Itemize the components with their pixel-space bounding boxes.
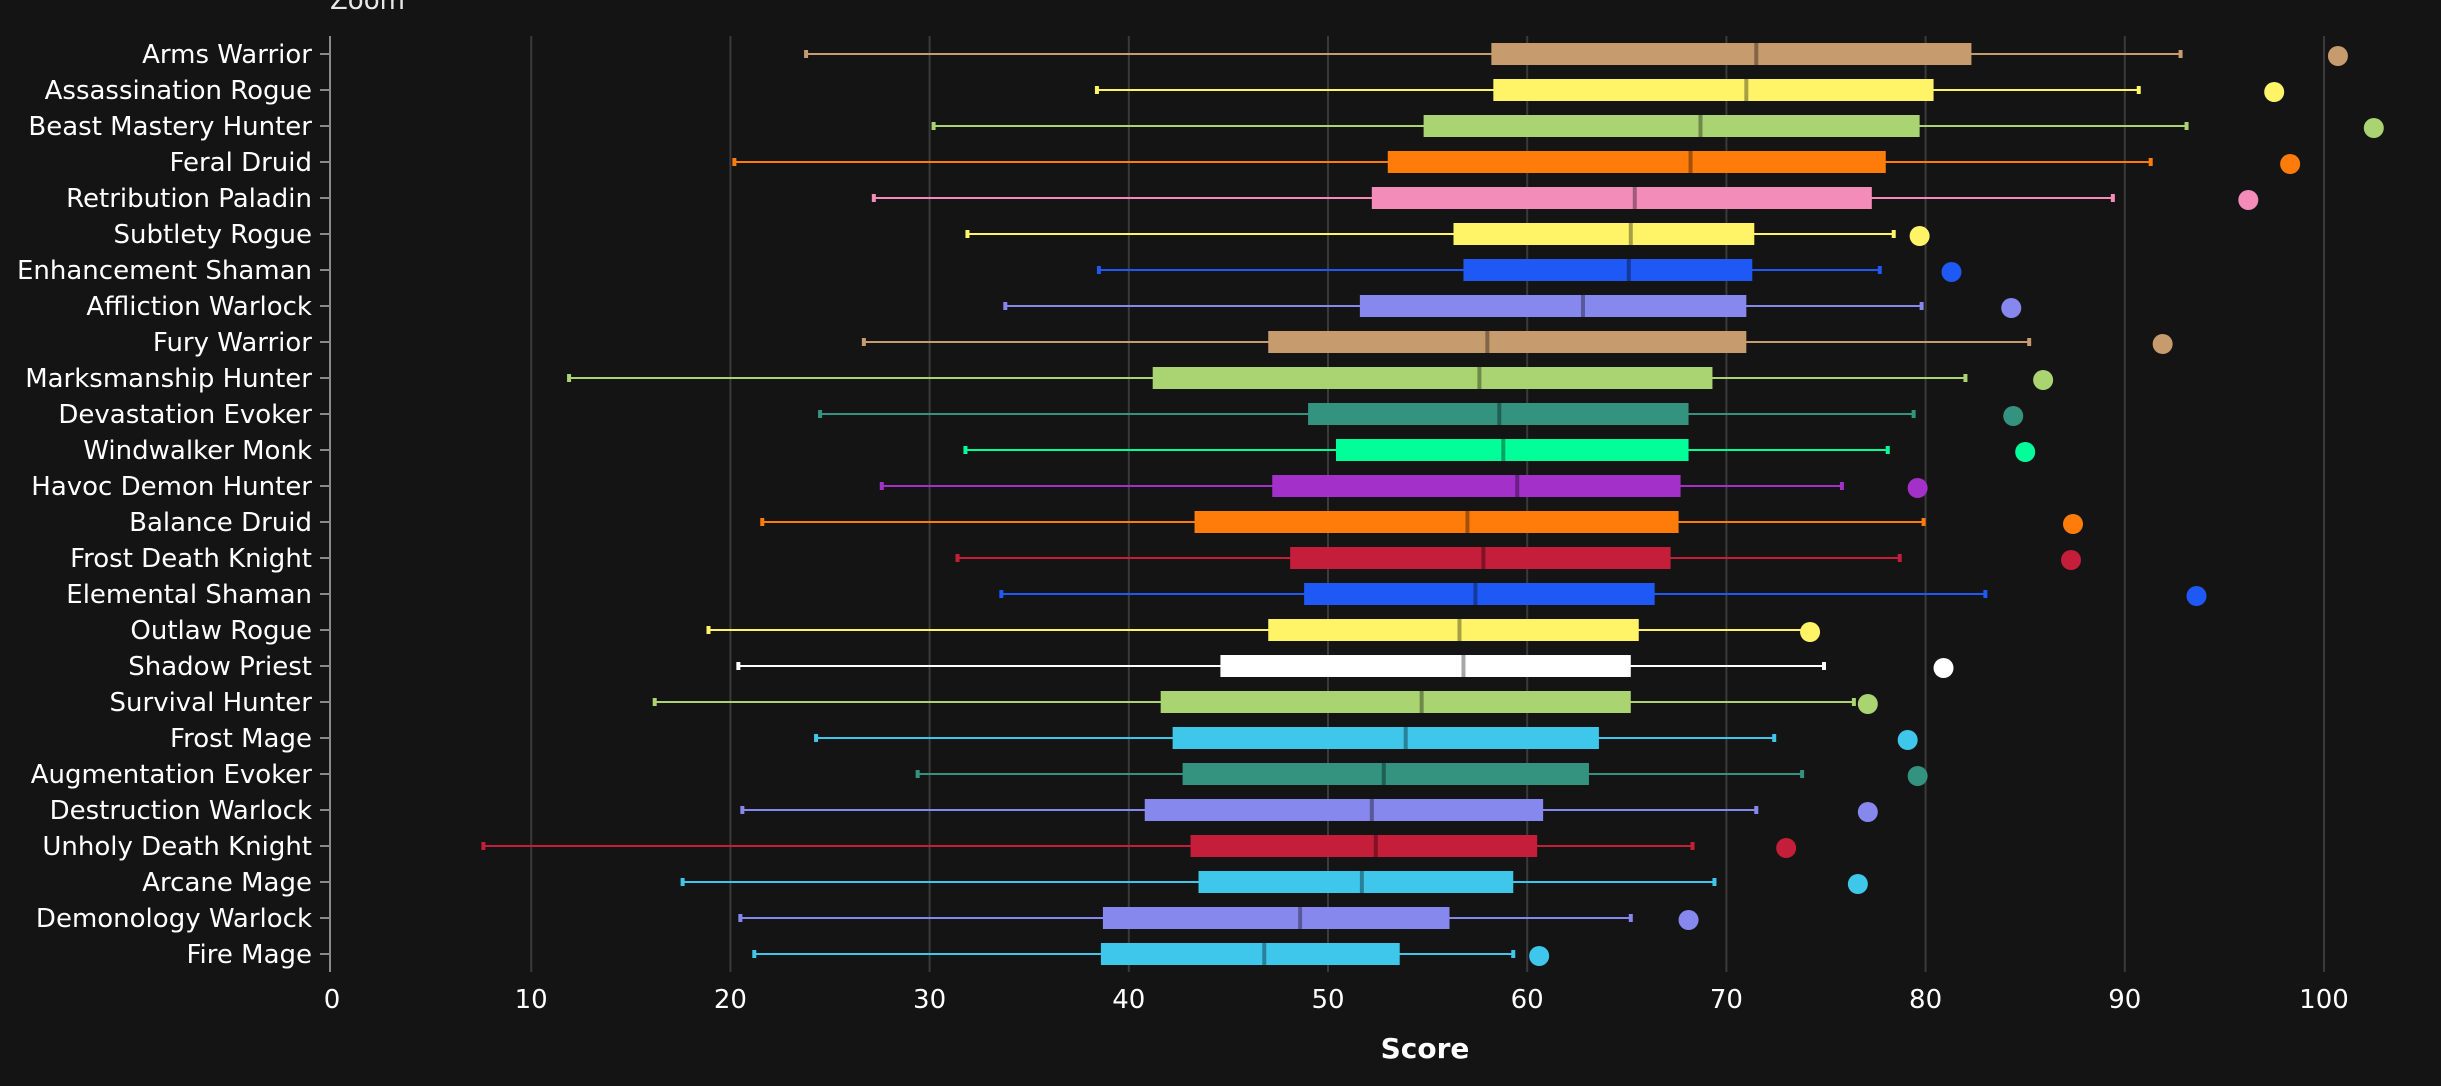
box xyxy=(1100,943,1400,965)
category-label: Destruction Warlock xyxy=(50,796,312,826)
x-tick-label: 90 xyxy=(2108,985,2141,1015)
category-label: Retribution Paladin xyxy=(66,184,312,214)
box xyxy=(1160,691,1631,713)
box xyxy=(1423,115,1920,137)
category-label: Frost Mage xyxy=(170,724,312,754)
outlier-point xyxy=(2280,154,2301,174)
category-label: Feral Druid xyxy=(169,148,312,178)
x-tick-label: 50 xyxy=(1311,985,1344,1015)
outlier-point xyxy=(2033,370,2054,390)
outlier-point xyxy=(1800,622,1821,642)
boxes xyxy=(481,43,2384,966)
outlier-point xyxy=(2327,46,2348,66)
category-label: Unholy Death Knight xyxy=(42,832,312,862)
outlier-point xyxy=(2015,442,2036,462)
outlier-point xyxy=(1909,226,1930,246)
box xyxy=(1152,367,1713,389)
x-tick-label: 30 xyxy=(913,985,946,1015)
x-tick-label: 60 xyxy=(1511,985,1544,1015)
category-label: Assassination Rogue xyxy=(45,76,312,106)
outlier-point xyxy=(1776,838,1797,858)
category-label: Outlaw Rogue xyxy=(130,616,312,646)
x-axis: 0 10 20 30 40 50 60 70 80 90 100 xyxy=(320,36,2349,1015)
x-tick-label: 80 xyxy=(1909,985,1942,1015)
zoom-label[interactable]: Zoom xyxy=(330,0,405,16)
outlier-point xyxy=(1941,262,1962,282)
box xyxy=(1335,439,1689,461)
box xyxy=(1387,151,1886,173)
category-label: Devastation Evoker xyxy=(58,400,312,430)
category-labels: Arms Warrior Assassination Rogue Beast Mas… xyxy=(17,40,312,970)
box xyxy=(1198,871,1514,893)
category-label: Balance Druid xyxy=(129,508,312,538)
category-label: Marksmanship Hunter xyxy=(25,364,312,394)
box xyxy=(1272,475,1681,497)
outlier-point xyxy=(2363,118,2384,138)
box xyxy=(1371,187,1872,209)
category-label: Arcane Mage xyxy=(142,868,312,898)
box xyxy=(1268,331,1747,353)
box xyxy=(1493,79,1934,101)
outlier-point xyxy=(2264,82,2285,102)
outlier-point xyxy=(1907,766,1928,786)
box xyxy=(1308,403,1689,425)
box xyxy=(1463,259,1753,281)
box xyxy=(1268,619,1639,641)
outlier-point xyxy=(1847,874,1868,894)
box xyxy=(1102,907,1450,929)
category-label: Windwalker Monk xyxy=(83,436,312,466)
outlier-point xyxy=(2152,334,2173,354)
grid-lines xyxy=(530,36,2325,972)
outlier-point xyxy=(2186,586,2207,606)
outlier-point xyxy=(2063,514,2084,534)
category-label: Demonology Warlock xyxy=(36,904,312,934)
outlier-point xyxy=(1897,730,1918,750)
x-tick-label: 0 xyxy=(324,985,341,1015)
box xyxy=(1190,835,1538,857)
outlier-point xyxy=(2001,298,2022,318)
box xyxy=(1144,799,1544,821)
outlier-point xyxy=(1857,694,1878,714)
outlier-point xyxy=(1933,658,1954,678)
category-label: Fire Mage xyxy=(186,940,312,970)
category-label: Beast Mastery Hunter xyxy=(28,112,312,142)
box xyxy=(1290,547,1671,569)
x-tick-label: 70 xyxy=(1710,985,1743,1015)
category-label: Subtlety Rogue xyxy=(113,220,312,250)
outlier-point xyxy=(2238,190,2259,210)
category-label: Fury Warrior xyxy=(153,328,312,358)
outlier-point xyxy=(2061,550,2082,570)
category-label: Affliction Warlock xyxy=(86,292,312,322)
x-tick-label: 10 xyxy=(515,985,548,1015)
box xyxy=(1194,511,1679,533)
outlier-point xyxy=(1678,910,1699,930)
box xyxy=(1220,655,1631,677)
outlier-point xyxy=(1907,478,1928,498)
box xyxy=(1359,295,1747,317)
category-label: Elemental Shaman xyxy=(66,580,312,610)
category-label: Frost Death Knight xyxy=(70,544,312,574)
box xyxy=(1453,223,1755,245)
category-label: Shadow Priest xyxy=(128,652,312,682)
category-label: Havoc Demon Hunter xyxy=(31,472,312,502)
outlier-point xyxy=(1857,802,1878,822)
category-label: Survival Hunter xyxy=(110,688,313,718)
outlier-point xyxy=(2003,406,2024,426)
x-tick-label: 100 xyxy=(2299,985,2349,1015)
category-label: Arms Warrior xyxy=(142,40,312,70)
box xyxy=(1172,727,1599,749)
category-label: Augmentation Evoker xyxy=(31,760,313,790)
box xyxy=(1491,43,1972,65)
x-tick-label: 40 xyxy=(1112,985,1145,1015)
box xyxy=(1304,583,1655,605)
box xyxy=(1182,763,1589,785)
category-label: Enhancement Shaman xyxy=(17,256,312,286)
x-tick-label: 20 xyxy=(714,985,747,1015)
x-axis-title: Score xyxy=(1381,1032,1470,1065)
outlier-point xyxy=(1529,946,1550,966)
